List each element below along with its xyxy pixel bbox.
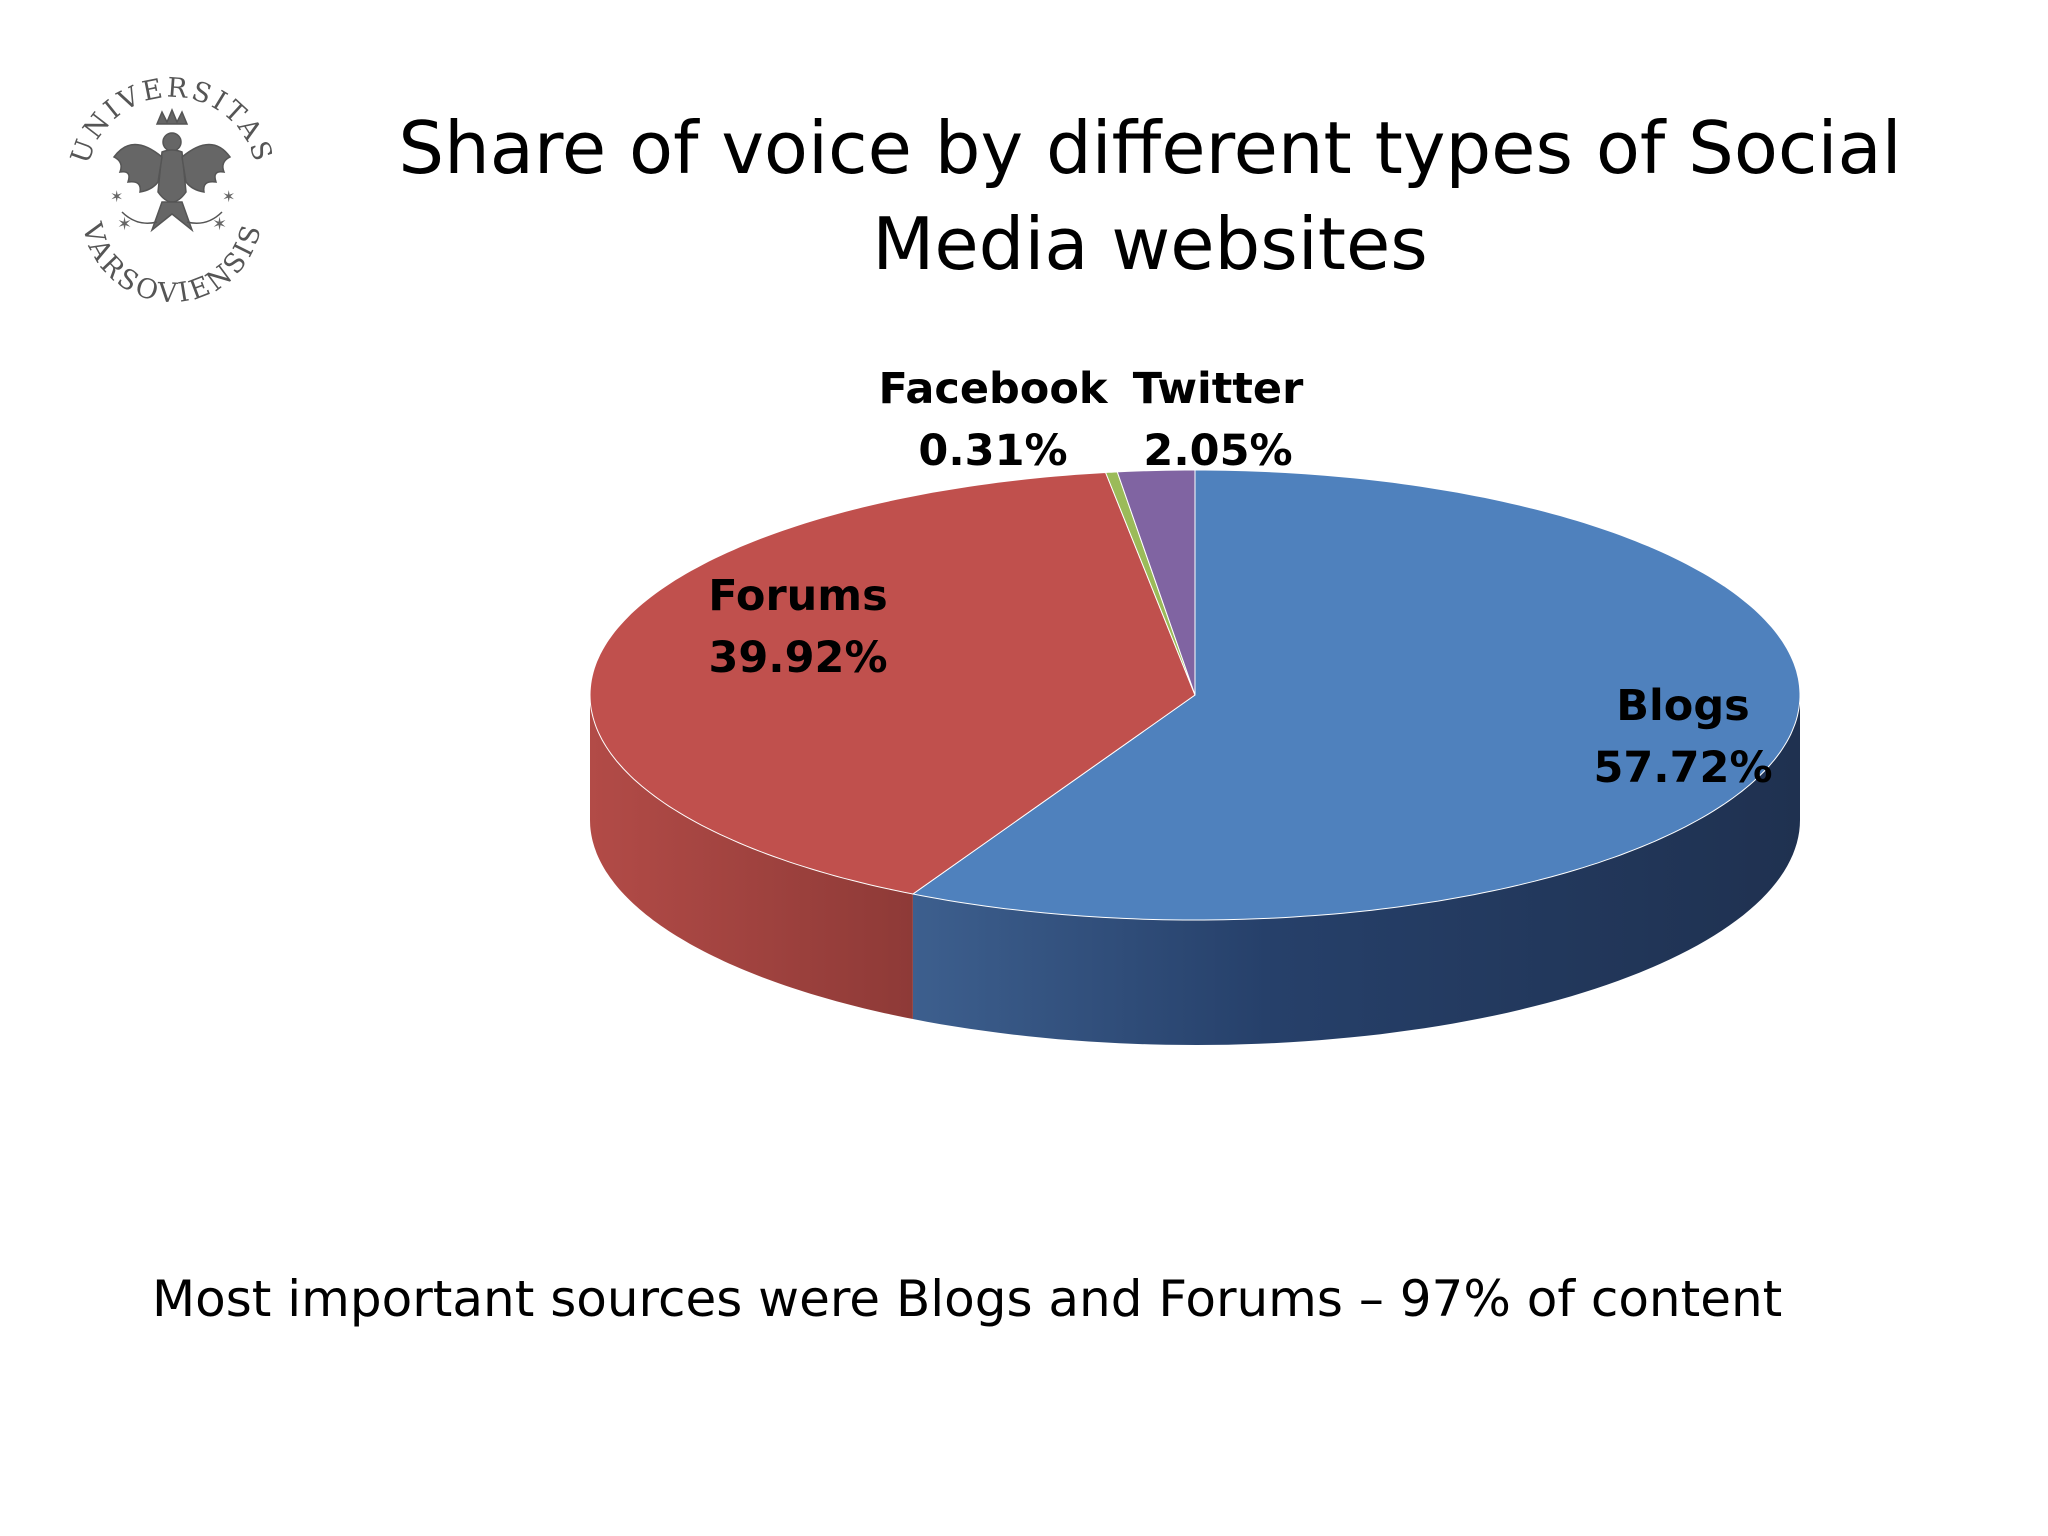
slice-label-forums: Forums (708, 571, 887, 621)
slice-value-forums: 39.92% (708, 633, 887, 683)
slice-value-twitter: 2.05% (1143, 426, 1292, 476)
pie-slice-blogs (911, 469, 1801, 921)
slice-label-blogs: Blogs (1616, 681, 1749, 731)
slice-label-twitter: Twitter (1133, 364, 1304, 414)
svg-text:✶: ✶ (212, 214, 227, 235)
footnote-text: Most important sources were Blogs and Fo… (152, 1270, 1783, 1328)
pie-side-blogs (912, 695, 1800, 1045)
svg-text:✶: ✶ (110, 187, 123, 206)
svg-text:✶: ✶ (222, 187, 235, 206)
slice-label-facebook: Facebook (879, 364, 1109, 414)
university-crest-logo: UNIVERSITAS VARSOVIENSIS ✶ ✶ ✶ ✶ (65, 72, 276, 309)
pie-slice-forums (589, 471, 1196, 895)
eagle-crest-icon: ✶ ✶ ✶ ✶ (110, 108, 235, 235)
pie-slice-twitter (1116, 469, 1196, 696)
pie-side-forums (590, 695, 913, 1019)
slice-value-facebook: 0.31% (918, 426, 1067, 476)
slice-value-blogs: 57.72% (1593, 743, 1772, 793)
chart-title: Share of voice by different types of Soc… (398, 106, 1902, 286)
svg-text:✶: ✶ (117, 214, 132, 235)
